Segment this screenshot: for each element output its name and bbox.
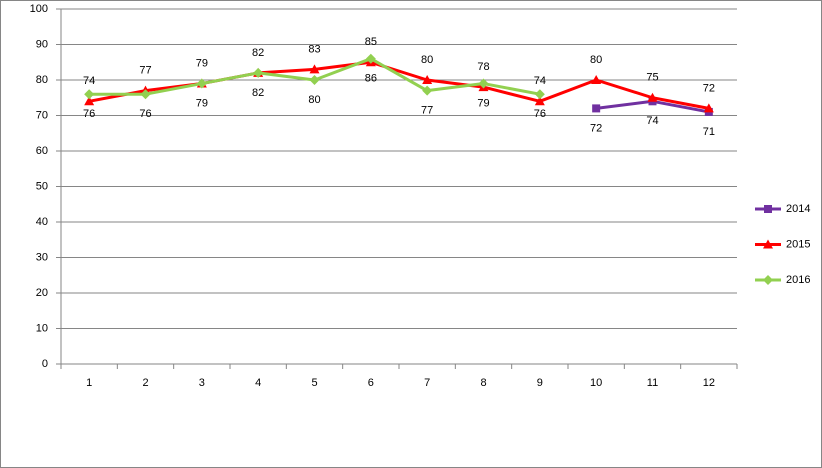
data-label: 74 [534, 75, 546, 87]
x-tick-label: 3 [199, 377, 205, 389]
marker [703, 103, 714, 113]
marker [422, 85, 433, 96]
marker [365, 53, 376, 64]
x-tick-label: 7 [424, 377, 430, 389]
y-tick-label: 70 [36, 109, 48, 121]
x-tick-label: 1 [86, 377, 92, 389]
data-label: 86 [365, 73, 377, 85]
marker [422, 75, 433, 84]
data-label: 80 [308, 94, 320, 106]
x-tick-label: 9 [537, 377, 543, 389]
marker [647, 92, 658, 102]
data-label: 72 [703, 82, 715, 94]
data-label: 76 [139, 108, 151, 120]
y-tick-label: 80 [36, 74, 48, 86]
x-tick-label: 11 [647, 377, 658, 389]
data-label: 75 [646, 72, 658, 84]
marker [534, 96, 545, 106]
x-tick-label: 6 [368, 377, 374, 389]
y-tick-label: 10 [36, 322, 48, 334]
marker [309, 64, 320, 74]
y-tick-label: 50 [36, 180, 48, 192]
marker [592, 104, 601, 113]
y-tick-label: 90 [36, 38, 48, 50]
data-label: 83 [308, 43, 320, 55]
data-label: 80 [421, 54, 433, 66]
marker [534, 89, 545, 100]
marker [84, 96, 95, 106]
x-tick-label: 12 [703, 377, 715, 389]
marker [309, 75, 320, 85]
marker [763, 275, 773, 285]
y-tick-label: 30 [36, 251, 48, 263]
y-tick-label: 20 [36, 287, 48, 299]
marker [591, 75, 602, 84]
data-label: 76 [534, 108, 546, 120]
legend-label: 2014 [786, 203, 810, 215]
data-label: 71 [703, 126, 715, 138]
legend-label: 2016 [786, 274, 810, 286]
x-tick-label: 2 [142, 377, 148, 389]
marker [196, 78, 207, 89]
legend-label: 2015 [786, 238, 810, 250]
marker [253, 67, 264, 78]
x-tick-label: 4 [255, 377, 261, 389]
data-label: 79 [196, 57, 208, 69]
marker [763, 239, 773, 249]
data-label: 80 [590, 54, 602, 66]
y-tick-label: 40 [36, 216, 48, 228]
data-label: 85 [365, 36, 377, 48]
x-tick-label: 8 [480, 377, 486, 389]
marker [84, 89, 95, 100]
data-label: 77 [139, 65, 151, 77]
data-label: 74 [646, 115, 658, 127]
marker [764, 205, 772, 213]
x-tick-label: 10 [590, 377, 602, 389]
y-tick-label: 100 [30, 3, 48, 15]
data-label: 76 [83, 108, 95, 120]
y-tick-label: 60 [36, 145, 48, 157]
data-label: 82 [252, 47, 264, 59]
data-label: 78 [477, 61, 489, 73]
data-label: 74 [83, 75, 95, 87]
marker [478, 78, 489, 89]
data-label: 79 [196, 97, 208, 109]
marker [140, 89, 151, 100]
y-tick-label: 0 [42, 358, 48, 370]
data-label: 82 [252, 87, 264, 99]
data-label: 72 [590, 122, 602, 134]
x-tick-label: 5 [311, 377, 317, 389]
data-label: 79 [477, 97, 489, 109]
data-label: 77 [421, 105, 433, 117]
